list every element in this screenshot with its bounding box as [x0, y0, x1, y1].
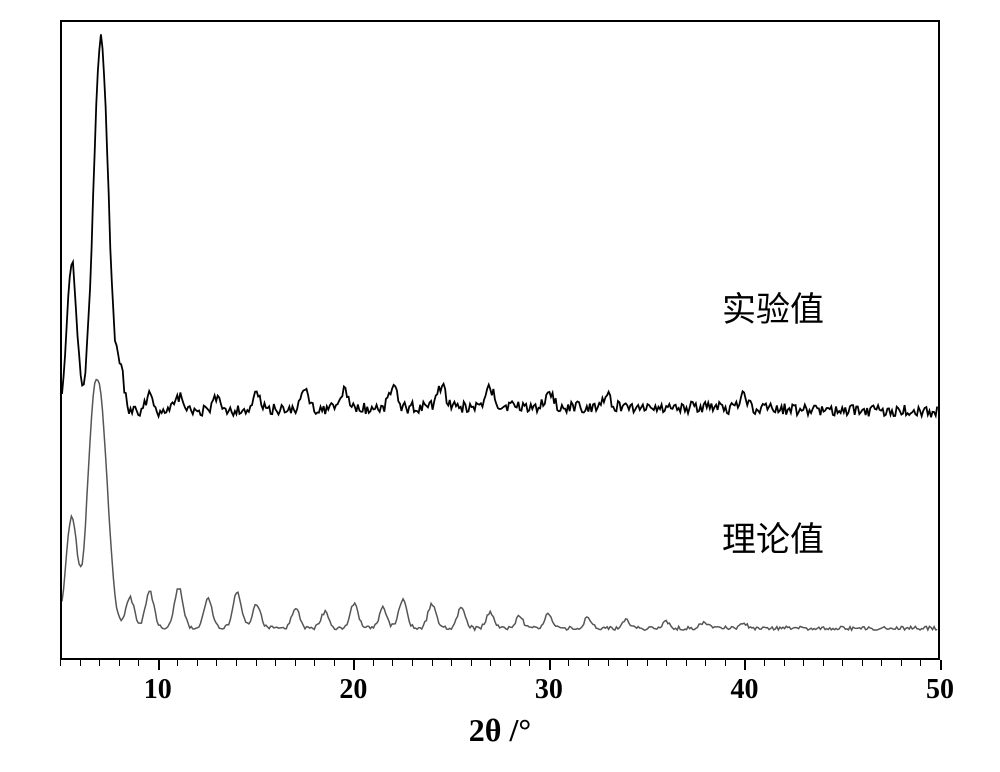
- x-minor-tick: [608, 660, 609, 666]
- x-major-tick: [744, 660, 746, 670]
- xrd-svg: [62, 22, 938, 658]
- x-minor-tick: [842, 660, 843, 666]
- x-minor-tick: [529, 660, 530, 666]
- x-minor-tick: [392, 660, 393, 666]
- x-major-tick: [549, 660, 551, 670]
- x-minor-tick: [177, 660, 178, 666]
- x-minor-tick: [627, 660, 628, 666]
- x-minor-tick: [80, 660, 81, 666]
- x-minor-tick: [784, 660, 785, 666]
- xrd-chart: 实验值 理论值 1020304050 2θ /°: [40, 20, 960, 750]
- theoretical-label: 理论值: [722, 512, 824, 561]
- x-minor-tick: [412, 660, 413, 666]
- x-minor-tick: [275, 660, 276, 666]
- x-minor-tick: [725, 660, 726, 666]
- x-tick-label: 30: [535, 674, 563, 706]
- x-minor-tick: [764, 660, 765, 666]
- x-minor-tick: [471, 660, 472, 666]
- x-minor-tick: [686, 660, 687, 666]
- x-minor-tick: [666, 660, 667, 666]
- x-minor-tick: [197, 660, 198, 666]
- experimental-trace: [62, 34, 937, 417]
- x-axis-label: 2θ /°: [469, 712, 531, 749]
- x-minor-tick: [705, 660, 706, 666]
- x-tick-label: 20: [339, 674, 367, 706]
- x-minor-tick: [256, 660, 257, 666]
- x-minor-tick: [138, 660, 139, 666]
- experimental-label: 实验值: [722, 282, 824, 331]
- x-tick-label: 40: [730, 674, 758, 706]
- x-minor-tick: [119, 660, 120, 666]
- x-minor-tick: [588, 660, 589, 666]
- x-minor-tick: [295, 660, 296, 666]
- x-minor-tick: [920, 660, 921, 666]
- x-minor-tick: [803, 660, 804, 666]
- x-minor-tick: [314, 660, 315, 666]
- x-minor-tick: [432, 660, 433, 666]
- x-minor-tick: [99, 660, 100, 666]
- x-major-tick: [940, 660, 942, 670]
- x-minor-tick: [373, 660, 374, 666]
- x-minor-tick: [901, 660, 902, 666]
- x-tick-label: 10: [144, 674, 172, 706]
- x-minor-tick: [510, 660, 511, 666]
- x-minor-tick: [60, 660, 61, 666]
- x-minor-tick: [568, 660, 569, 666]
- x-minor-tick: [647, 660, 648, 666]
- x-minor-tick: [490, 660, 491, 666]
- x-minor-tick: [334, 660, 335, 666]
- x-minor-tick: [862, 660, 863, 666]
- plot-area: 实验值 理论值: [60, 20, 940, 660]
- x-minor-tick: [823, 660, 824, 666]
- x-major-tick: [353, 660, 355, 670]
- theoretical-trace: [62, 380, 937, 631]
- x-minor-tick: [216, 660, 217, 666]
- x-axis-ticks: 1020304050: [60, 660, 940, 680]
- x-minor-tick: [451, 660, 452, 666]
- x-minor-tick: [881, 660, 882, 666]
- x-major-tick: [158, 660, 160, 670]
- x-minor-tick: [236, 660, 237, 666]
- x-tick-label: 50: [926, 674, 954, 706]
